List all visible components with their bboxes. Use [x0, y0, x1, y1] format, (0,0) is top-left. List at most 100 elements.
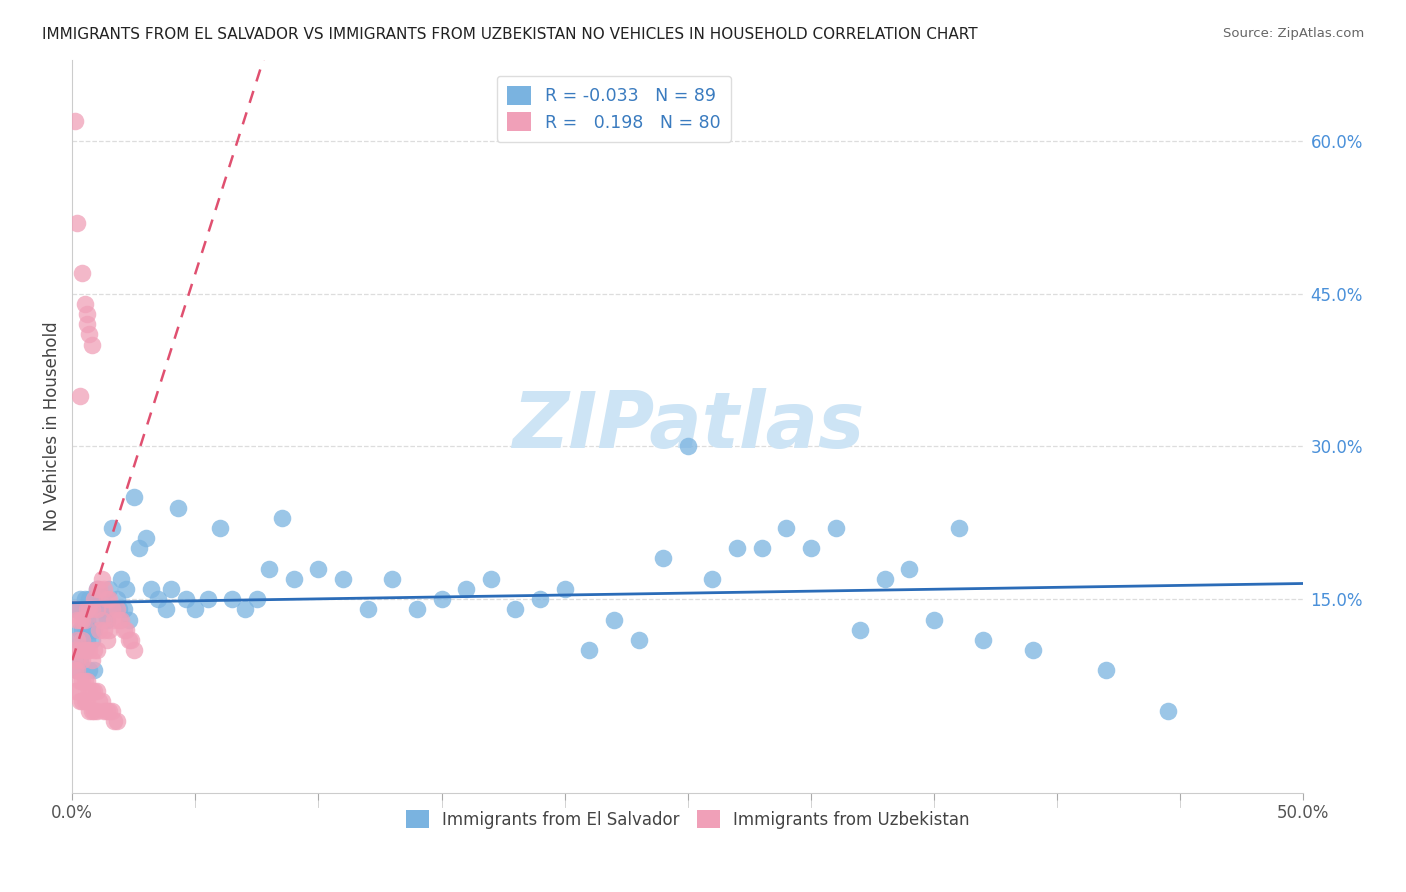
Point — [80, 602, 103, 616]
Point — [406, 602, 429, 616]
Point — [73, 592, 96, 607]
Point — [98, 704, 121, 718]
Point — [79, 592, 101, 607]
Point — [89, 582, 111, 596]
Point — [105, 602, 128, 616]
Point — [1157, 704, 1180, 718]
Point — [98, 592, 121, 607]
Point — [63, 643, 86, 657]
Point — [922, 613, 945, 627]
Point — [73, 643, 96, 657]
Point — [69, 694, 91, 708]
Point — [702, 572, 724, 586]
Point — [849, 623, 872, 637]
Point — [73, 297, 96, 311]
Point — [70, 267, 93, 281]
Point — [83, 623, 105, 637]
Point — [80, 337, 103, 351]
Point — [108, 613, 131, 627]
Point — [89, 623, 111, 637]
Point — [76, 673, 98, 688]
Point — [184, 602, 207, 616]
Point — [105, 714, 128, 729]
Point — [89, 694, 111, 708]
Point — [83, 683, 105, 698]
Point — [93, 602, 115, 616]
Point — [1095, 664, 1118, 678]
Point — [83, 704, 105, 718]
Point — [76, 632, 98, 647]
Point — [79, 623, 101, 637]
Point — [76, 643, 98, 657]
Point — [112, 602, 135, 616]
Point — [120, 632, 142, 647]
Point — [70, 673, 93, 688]
Point — [66, 632, 89, 647]
Point — [63, 602, 86, 616]
Text: ZIPatlas: ZIPatlas — [512, 388, 863, 464]
Point — [128, 541, 150, 556]
Point — [76, 307, 98, 321]
Point — [257, 562, 280, 576]
Point — [66, 613, 89, 627]
Point — [155, 602, 177, 616]
Point — [174, 592, 197, 607]
Point — [86, 602, 108, 616]
Point — [357, 602, 380, 616]
Point — [80, 623, 103, 637]
Point — [148, 592, 170, 607]
Point — [208, 521, 231, 535]
Point — [676, 440, 699, 454]
Point — [76, 613, 98, 627]
Point — [63, 113, 86, 128]
Point — [66, 683, 89, 698]
Point — [86, 643, 108, 657]
Point — [83, 592, 105, 607]
Point — [479, 572, 502, 586]
Point — [221, 592, 243, 607]
Point — [167, 500, 190, 515]
Point — [86, 582, 108, 596]
Point — [972, 632, 994, 647]
Legend: Immigrants from El Salvador, Immigrants from Uzbekistan: Immigrants from El Salvador, Immigrants … — [399, 804, 977, 836]
Point — [96, 592, 118, 607]
Point — [96, 704, 118, 718]
Text: Source: ZipAtlas.com: Source: ZipAtlas.com — [1223, 27, 1364, 40]
Point — [652, 551, 675, 566]
Point — [70, 632, 93, 647]
Point — [90, 572, 112, 586]
Point — [63, 664, 86, 678]
Point — [69, 643, 91, 657]
Point — [110, 613, 132, 627]
Point — [66, 215, 89, 229]
Y-axis label: No Vehicles in Household: No Vehicles in Household — [44, 321, 60, 531]
Point — [246, 592, 269, 607]
Point — [93, 704, 115, 718]
Point — [79, 643, 101, 657]
Point — [115, 623, 138, 637]
Point — [1021, 643, 1043, 657]
Point — [96, 632, 118, 647]
Point — [103, 602, 125, 616]
Point — [66, 602, 89, 616]
Point — [725, 541, 748, 556]
Point — [112, 623, 135, 637]
Point — [86, 683, 108, 698]
Point — [69, 623, 91, 637]
Point — [73, 694, 96, 708]
Point — [800, 541, 823, 556]
Point — [76, 602, 98, 616]
Point — [100, 521, 122, 535]
Point — [603, 613, 626, 627]
Point — [505, 602, 527, 616]
Point — [63, 683, 86, 698]
Point — [115, 582, 138, 596]
Point — [139, 582, 162, 596]
Point — [430, 592, 453, 607]
Point — [86, 704, 108, 718]
Point — [110, 572, 132, 586]
Point — [122, 491, 145, 505]
Point — [79, 704, 101, 718]
Point — [63, 602, 86, 616]
Point — [98, 582, 121, 596]
